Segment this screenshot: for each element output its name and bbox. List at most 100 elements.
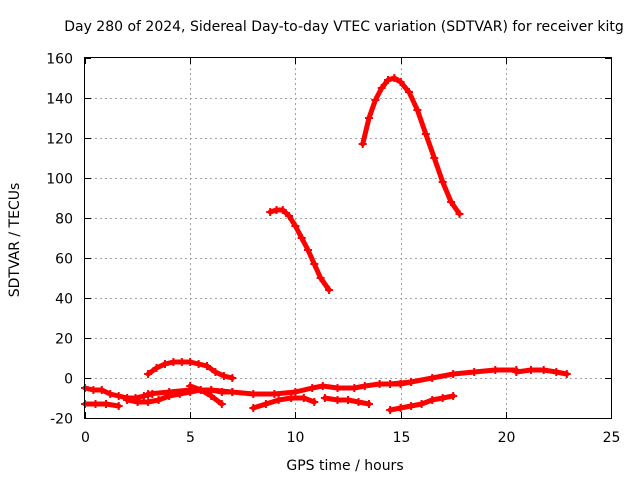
data-point xyxy=(365,114,373,122)
data-point xyxy=(358,140,367,148)
data-point xyxy=(169,358,178,366)
data-point xyxy=(217,400,226,408)
data-point xyxy=(139,392,148,400)
data-point xyxy=(449,370,458,378)
y-tick-label: 80 xyxy=(55,212,73,228)
data-point xyxy=(470,368,479,376)
data-point xyxy=(266,208,275,216)
data-point xyxy=(310,260,319,268)
data-point xyxy=(320,394,329,402)
data-point xyxy=(186,382,195,390)
data-point xyxy=(261,400,270,408)
x-tick-label: 10 xyxy=(287,430,305,446)
data-point xyxy=(152,364,161,372)
x-tick-label: 15 xyxy=(393,430,411,446)
data-point xyxy=(297,234,306,242)
data-point xyxy=(287,394,296,402)
y-axis-title: SDTVAR / TECUs xyxy=(7,183,23,298)
data-point xyxy=(161,360,169,368)
data-point xyxy=(375,380,384,388)
data-point xyxy=(386,406,395,414)
data-point xyxy=(354,398,363,406)
x-tick-label: 0 xyxy=(81,430,90,446)
data-point xyxy=(91,400,100,408)
y-tick-label: 0 xyxy=(64,372,73,388)
data-point xyxy=(154,396,163,404)
data-point xyxy=(194,360,203,368)
data-point xyxy=(417,400,426,408)
y-tick-label: 100 xyxy=(46,172,73,188)
data-point xyxy=(144,390,153,398)
data-point xyxy=(304,246,312,254)
data-point xyxy=(562,370,571,378)
data-point xyxy=(207,392,216,400)
data-point xyxy=(438,394,447,402)
data-point xyxy=(430,154,439,162)
data-point xyxy=(211,368,220,376)
data-point xyxy=(274,396,283,404)
series-group xyxy=(81,74,571,414)
data-point xyxy=(396,404,405,412)
data-point xyxy=(196,386,205,394)
chart-title: Day 280 of 2024, Sidereal Day-to-day VTE… xyxy=(64,19,624,35)
data-point xyxy=(344,396,352,404)
data-point xyxy=(291,222,300,230)
data-point xyxy=(552,368,561,376)
series-line-arc-peak-150 xyxy=(360,75,462,217)
data-point xyxy=(333,396,342,404)
data-point xyxy=(438,178,447,186)
y-tick-label: 40 xyxy=(55,292,73,308)
data-point xyxy=(371,96,380,104)
data-point xyxy=(447,198,456,206)
data-point xyxy=(512,368,521,376)
data-point xyxy=(123,396,132,404)
data-point xyxy=(455,210,464,218)
data-point xyxy=(539,366,548,374)
x-tick-label: 5 xyxy=(186,430,195,446)
data-point xyxy=(291,388,300,396)
ticks: -20 0 20 40 60 80 100 120 140 160 0 5 10 15 20 25 xyxy=(46,52,620,447)
data-point xyxy=(249,390,258,398)
data-point xyxy=(396,78,405,86)
data-point xyxy=(318,382,327,390)
data-point xyxy=(390,74,399,82)
data-point xyxy=(186,358,195,366)
data-point xyxy=(165,388,174,396)
data-point xyxy=(285,212,294,220)
data-point xyxy=(407,402,416,410)
data-point xyxy=(114,392,123,400)
y-tick-label: 160 xyxy=(46,52,73,68)
data-point xyxy=(133,398,142,406)
data-point xyxy=(228,388,237,396)
data-point xyxy=(310,398,319,406)
y-tick-label: 120 xyxy=(46,132,73,148)
data-point xyxy=(249,404,258,412)
x-axis-title: GPS time / hours xyxy=(286,458,403,474)
series-line-arc-low-2 xyxy=(82,401,122,409)
data-point xyxy=(144,370,153,378)
data-point xyxy=(228,374,237,382)
data-point xyxy=(144,398,153,406)
data-point xyxy=(405,88,413,96)
y-tick-label: -20 xyxy=(50,412,73,428)
data-point xyxy=(413,106,422,114)
data-point xyxy=(360,382,369,390)
data-point xyxy=(333,384,342,392)
data-point xyxy=(377,84,386,92)
plot-frame xyxy=(84,57,612,419)
data-point xyxy=(106,390,115,398)
data-point xyxy=(428,396,437,404)
data-point xyxy=(270,390,279,398)
data-point xyxy=(278,206,287,214)
data-point xyxy=(325,286,334,294)
data-point xyxy=(299,394,308,402)
series-line-arc-low-5 xyxy=(187,383,225,407)
data-point xyxy=(527,366,535,374)
data-point xyxy=(449,392,458,400)
data-point xyxy=(428,374,437,382)
data-point xyxy=(407,378,416,386)
x-tick-label: 25 xyxy=(603,430,621,446)
data-point xyxy=(316,274,325,282)
data-point xyxy=(114,402,123,410)
